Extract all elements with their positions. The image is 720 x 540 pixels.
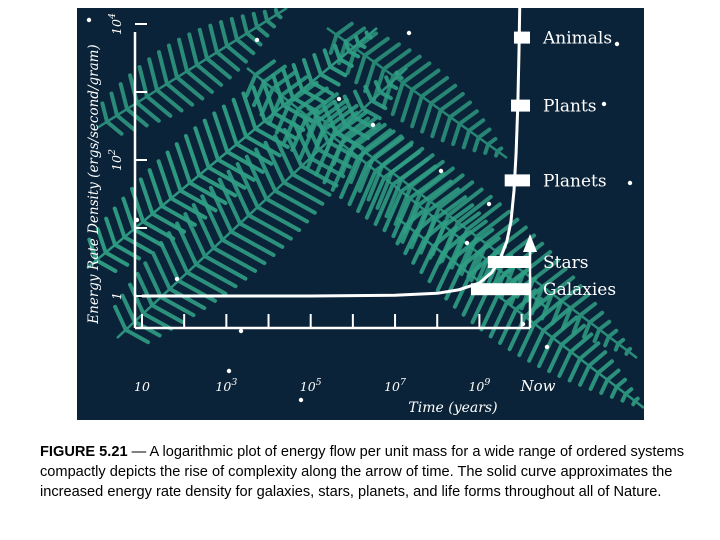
x-tick-label: 105 [300,377,322,394]
y-tick-label: 102 [107,149,124,171]
x-tick-label: Now [520,377,556,395]
y-tick-label: 104 [107,13,124,35]
chart-labels: 10103105107109Now1102104106Time (years)E… [86,13,616,416]
star-dot [370,122,376,128]
star-dot [544,344,550,350]
category-label-galaxies: Galaxies [543,280,616,300]
fern-background [86,8,644,409]
star-dot [438,168,444,174]
bar-animals [513,31,530,44]
star-dot [336,96,342,102]
figure-caption: FIGURE 5.21 — A logarithmic plot of ener… [40,442,690,502]
fern-frond [306,99,638,359]
y-axis-title: Energy Rate Density (ergs/second/gram) [86,44,102,324]
fern-frond [326,21,508,160]
figure-panel: 10103105107109Now1102104106Time (years)E… [77,8,644,420]
curve-layer [142,8,522,298]
star-dot [298,397,304,403]
star-dot [254,37,260,43]
energy-rate-density-chart: 10103105107109Now1102104106Time (years)E… [86,8,644,416]
star-dots [86,17,633,403]
bar-planets [504,174,530,187]
bar-plants [511,99,530,112]
fern-frond [96,8,288,136]
star-dot [226,368,232,374]
star-dot [601,101,607,107]
star-dot [627,180,633,186]
category-label-plants: Plants [543,97,597,117]
x-tick-label: 109 [468,377,490,394]
star-dot [464,240,470,246]
x-tick-label: 107 [384,377,406,394]
star-dot [174,276,180,282]
fern-frond [113,67,408,345]
category-label-animals: Animals [542,29,612,49]
star-dot [86,17,92,23]
x-tick-label: 10 [134,379,150,394]
x-axis-title: Time (years) [408,400,497,416]
caption-text: — A logarithmic plot of energy flow per … [40,444,685,500]
category-label-planets: Planets [543,171,607,191]
energy-curve [142,8,522,298]
bar-galaxies [470,283,530,296]
figure-label: FIGURE 5.21 [40,444,128,460]
x-tick-label: 103 [215,377,237,394]
axis-ticks [135,23,523,328]
y-tick-label: 1 [109,292,124,300]
star-dot [406,30,412,36]
star-dot [238,328,244,334]
star-dot [486,201,492,207]
category-label-stars: Stars [543,253,588,273]
star-dot [614,41,620,47]
now-arrow-head [523,234,537,252]
